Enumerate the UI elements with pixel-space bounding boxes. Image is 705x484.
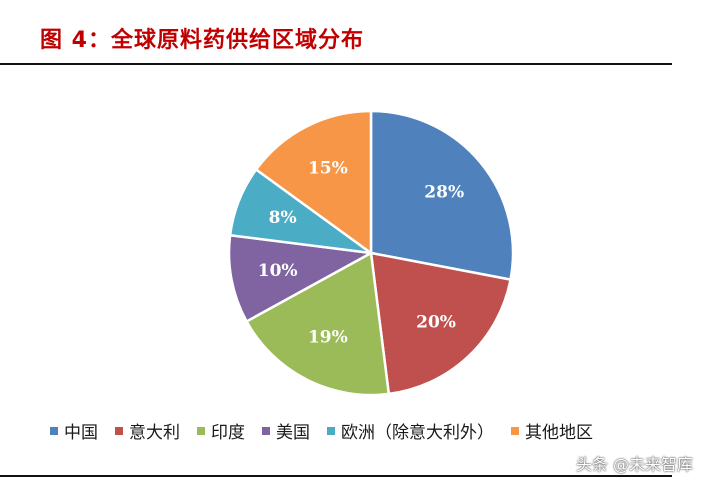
legend-label-2: 印度: [211, 423, 245, 443]
legend-item-1: 意大利: [115, 418, 180, 443]
pie-slice-2: [244, 251, 391, 397]
legend-label-0: 中国: [64, 423, 98, 443]
figure-title: 图 4：全球原料药供给区域分布: [40, 28, 364, 53]
legend-item-0: 中国: [50, 418, 98, 443]
legend-item-2: 印度: [197, 418, 245, 443]
chart-legend: 中国 意大利 印度 美国 欧洲（除意大利外） 其他地区: [50, 418, 610, 443]
data-label-2: 19%: [308, 328, 348, 348]
legend-swatch-2: [197, 426, 205, 435]
legend-swatch-5: [511, 426, 519, 435]
legend-swatch-3: [262, 426, 270, 435]
legend-label-1: 意大利: [129, 423, 180, 443]
bottom-divider: [0, 475, 672, 477]
pie-slice-5: [254, 109, 373, 256]
pie-slice-3: [227, 233, 375, 324]
pie-slice-1: [369, 251, 512, 396]
pie-slices: [227, 109, 515, 397]
legend-label-3: 美国: [276, 423, 310, 443]
data-label-3: 10%: [258, 261, 298, 281]
data-label-0: 28%: [424, 182, 464, 202]
data-label-4: 8%: [269, 208, 297, 228]
pie-data-labels: 28% 20% 19% 10% 8% 15%: [258, 158, 464, 347]
legend-label-5: 其他地区: [525, 423, 593, 443]
legend-label-4: 欧洲（除意大利外）: [341, 423, 494, 443]
legend-item-5: 其他地区: [511, 418, 593, 443]
pie-slice-0: [369, 109, 515, 282]
legend-swatch-4: [327, 426, 335, 435]
legend-item-4: 欧洲（除意大利外）: [327, 418, 494, 443]
watermark: 头条 @未来智库: [575, 455, 693, 474]
title-divider: [0, 63, 672, 65]
data-label-5: 15%: [308, 158, 348, 178]
data-label-1: 20%: [416, 312, 456, 332]
legend-item-3: 美国: [262, 418, 310, 443]
legend-swatch-0: [50, 426, 58, 435]
legend-swatch-1: [115, 426, 123, 435]
